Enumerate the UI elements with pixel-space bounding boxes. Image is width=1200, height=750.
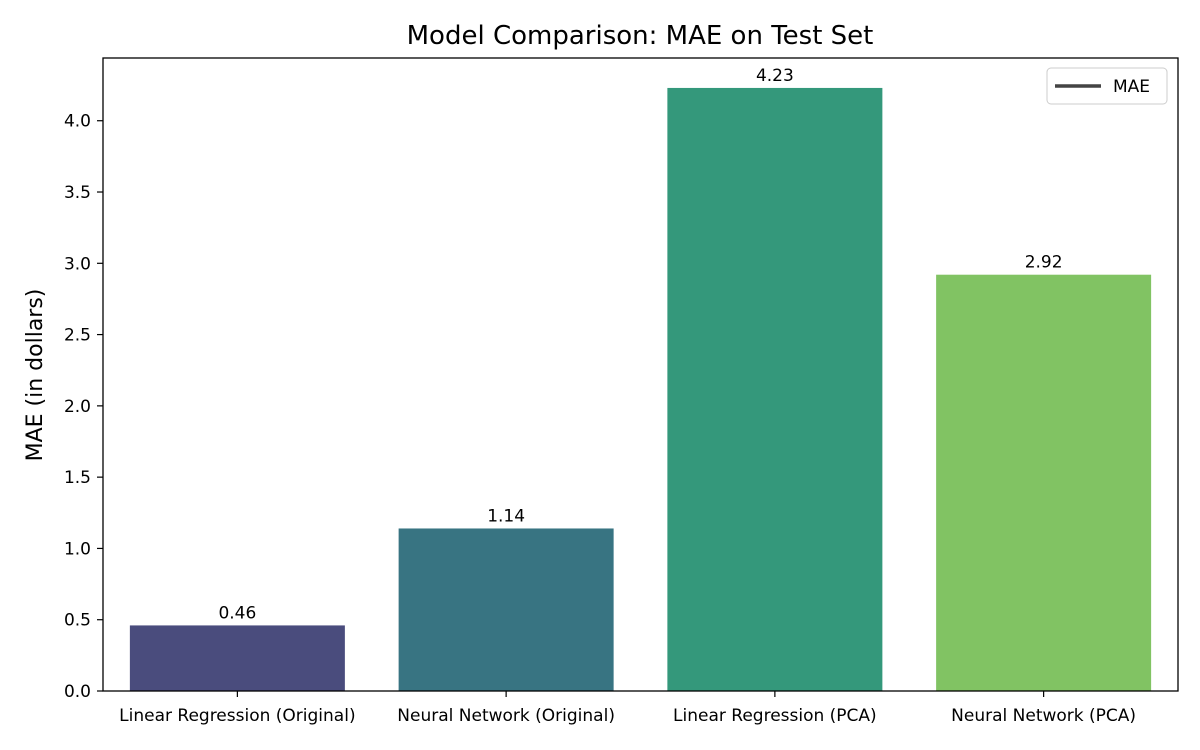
y-tick-label-7: 3.5	[64, 183, 91, 203]
bars-group	[129, 87, 1152, 691]
legend-entry-mae: MAE	[1113, 77, 1150, 97]
bar-2	[667, 87, 883, 691]
bar-0	[129, 625, 345, 691]
value-label-0: 0.46	[218, 603, 256, 623]
value-label-3: 2.92	[1025, 253, 1063, 273]
value-label-1: 1.14	[487, 506, 525, 526]
y-tick-label-8: 4.0	[64, 112, 91, 132]
y-axis-label: MAE (in dollars)	[23, 289, 48, 462]
y-tick-label-5: 2.5	[64, 326, 91, 346]
y-tick-label-6: 3.0	[64, 254, 91, 274]
x-tick-label-0: Linear Regression (Original)	[119, 706, 355, 726]
chart-title: Model Comparison: MAE on Test Set	[407, 21, 874, 51]
bar-3	[936, 274, 1152, 691]
y-tick-label-4: 2.0	[64, 397, 91, 417]
bar-1	[398, 528, 614, 691]
y-tick-label-3: 1.5	[64, 468, 91, 488]
y-tick-label-1: 0.5	[64, 611, 91, 631]
x-tick-label-1: Neural Network (Original)	[397, 706, 615, 726]
x-tick-label-2: Linear Regression (PCA)	[673, 706, 877, 726]
value-labels-group: 0.46 1.14 4.23 2.92	[218, 66, 1062, 623]
y-tick-label-0: 0.0	[64, 682, 91, 702]
legend: MAE	[1046, 67, 1168, 105]
y-axis: 0.0 0.5 1.0 1.5 2.0 2.5 3.0 3.5 4.0	[64, 112, 103, 702]
plot-frame	[102, 57, 1179, 692]
y-tick-label-2: 1.0	[64, 539, 91, 559]
x-tick-label-3: Neural Network (PCA)	[951, 706, 1136, 726]
value-label-2: 4.23	[756, 66, 794, 86]
legend-box	[1046, 67, 1168, 105]
x-axis: Linear Regression (Original) Neural Netwo…	[119, 691, 1136, 726]
